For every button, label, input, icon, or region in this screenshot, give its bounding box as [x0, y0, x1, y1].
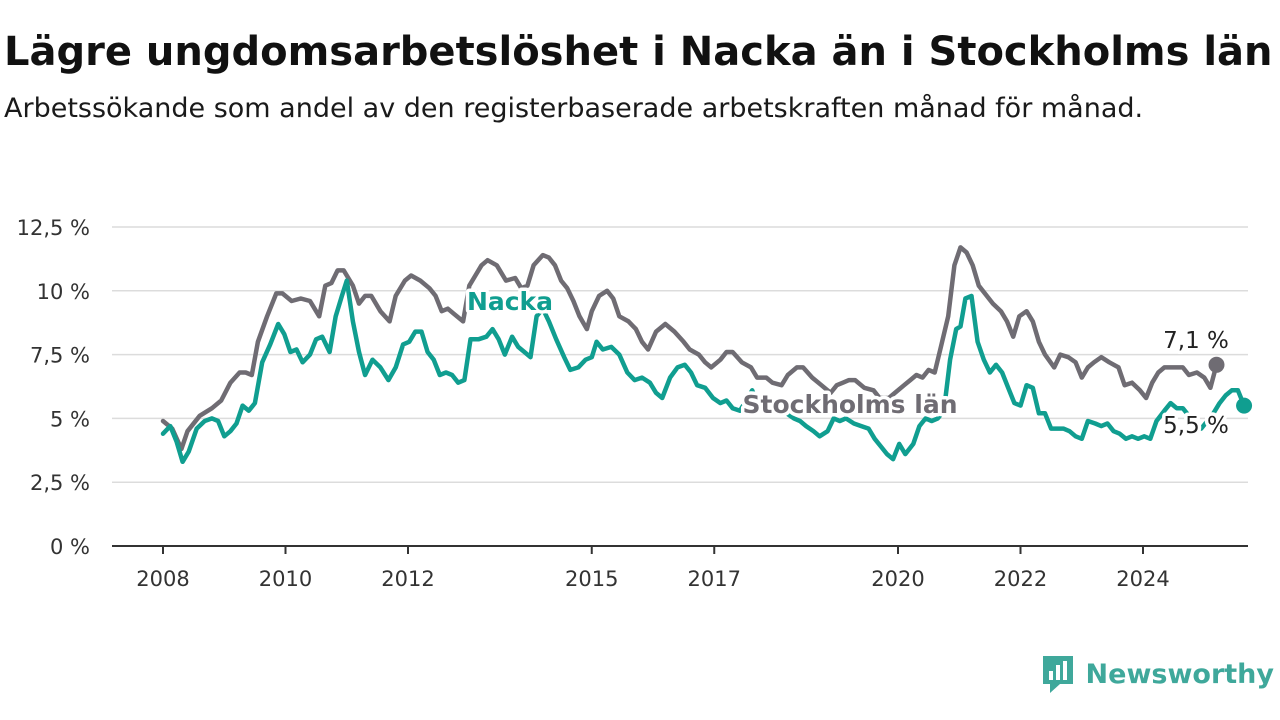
x-tick-label: 2010 [259, 567, 312, 591]
series-label-nacka-halo: Nacka [467, 287, 553, 316]
y-tick-label: 2,5 % [30, 471, 90, 495]
newsworthy-logo-icon [1042, 656, 1073, 693]
y-tick-label: 10 % [37, 280, 90, 304]
x-axis: 2008 2010 2012 2015 2017 2020 2022 2024 [112, 545, 1248, 591]
x-tick-label: 2022 [994, 567, 1047, 591]
y-tick-label: 0 % [50, 535, 90, 559]
grid-lines [112, 226, 1248, 483]
x-tick-label: 2024 [1116, 567, 1169, 591]
series-label-stockholms-lan: Stockholms län [743, 390, 958, 419]
y-tick-label: 12,5 % [17, 216, 90, 240]
brand: Newsworthy [1040, 652, 1274, 696]
end-label-stockholms-lan: 7,1 % [1163, 328, 1229, 354]
x-tick-label: 2017 [688, 567, 741, 591]
series-line-nacka [160, 278, 1247, 465]
end-label-nacka: 5,5 % [1163, 413, 1229, 439]
end-label-nacka-halo: 5,5 % [1163, 413, 1229, 439]
x-tick-label: 2015 [565, 567, 618, 591]
end-label-stockholms-lan-halo: 7,1 % [1163, 328, 1229, 354]
series-label-nacka: Nacka [467, 287, 553, 316]
end-point-nacka [1236, 397, 1253, 414]
y-tick-label: 7,5 % [30, 344, 90, 368]
end-point-stockholms-l-n [1208, 356, 1225, 373]
chart-title: Lägre ungdomsarbetslöshet i Nacka än i S… [4, 29, 1273, 75]
y-axis-ticks: 0 % 2,5 % 5 % 7,5 % 10 % 12,5 % [17, 216, 90, 559]
x-tick-label: 2020 [871, 567, 924, 591]
series-lines [160, 245, 1253, 465]
series-label-stockholms-lan-halo: Stockholms län [743, 390, 958, 419]
x-tick-label: 2008 [136, 567, 189, 591]
brand-name: Newsworthy [1085, 658, 1274, 690]
chart-subtitle: Arbetssökande som andel av den registerb… [4, 93, 1144, 124]
y-tick-label: 5 % [50, 407, 90, 431]
x-tick-label: 2012 [381, 567, 434, 591]
series-line-stockholms-l-n [160, 245, 1219, 452]
